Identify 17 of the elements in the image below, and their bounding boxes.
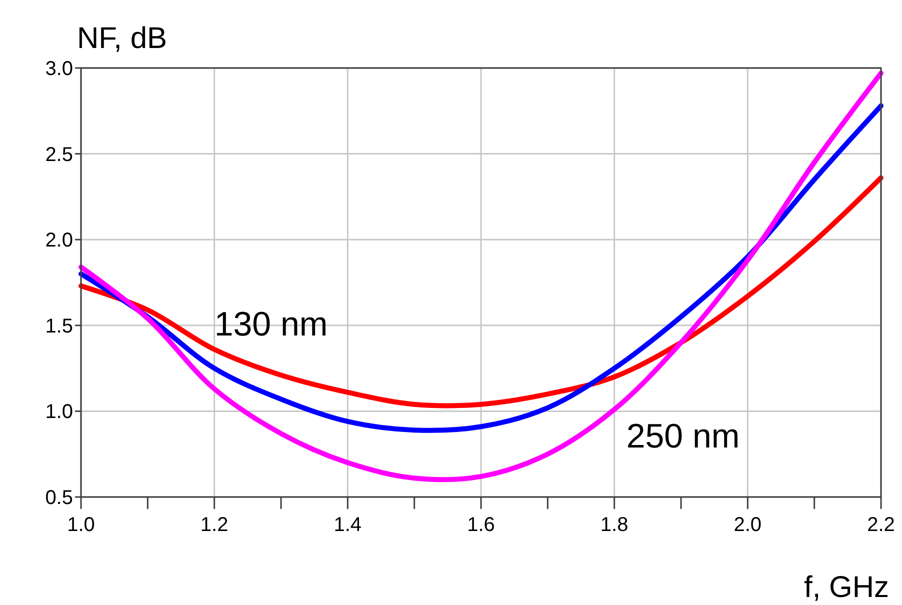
x-tick-label: 2.2	[867, 514, 895, 536]
x-axis-title: f, GHz	[804, 571, 889, 604]
y-tick-label: 0.5	[45, 487, 73, 509]
y-tick-label: 1.0	[45, 401, 73, 424]
x-tick-label: 1.4	[334, 514, 362, 536]
x-tick-label: 1.2	[200, 514, 228, 536]
x-tick-label: 2.0	[734, 514, 762, 536]
x-tick-label: 1.8	[600, 514, 628, 536]
y-tick-label: 2.0	[45, 230, 73, 252]
x-tick-label: 1.0	[67, 514, 95, 536]
y-tick-label: 1.5	[45, 315, 73, 338]
y-tick-label: 2.5	[45, 144, 73, 166]
series-label: 250 nm	[626, 417, 740, 456]
y-axis-title: NF, dB	[77, 22, 168, 55]
y-tick-label: 3.0	[45, 58, 73, 80]
series-label: 130 nm	[214, 305, 328, 344]
x-tick-label: 1.6	[467, 514, 495, 536]
